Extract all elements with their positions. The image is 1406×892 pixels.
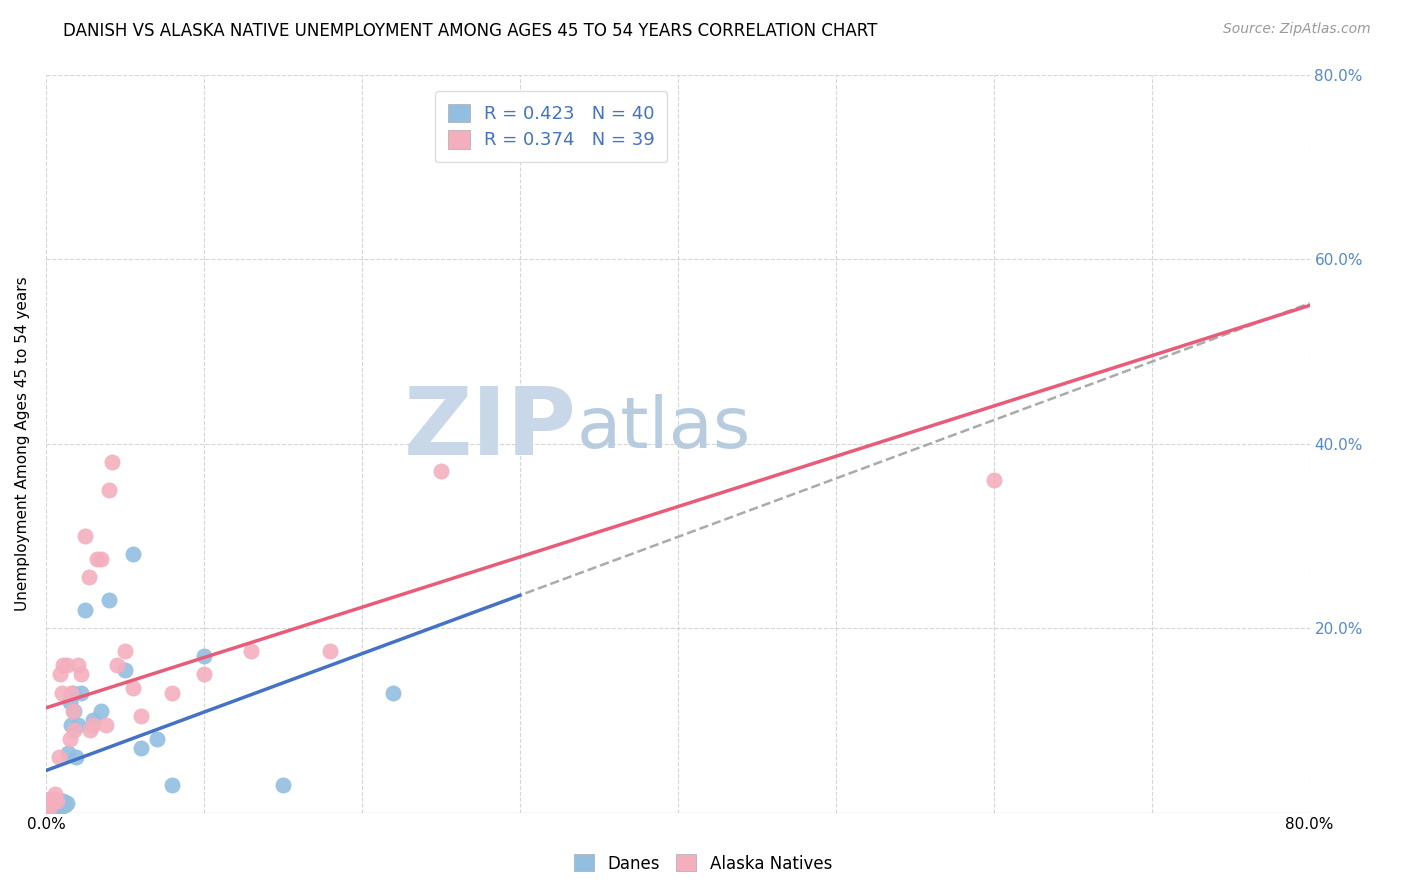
Point [62, 704, 84, 718]
Point [60, 685, 83, 699]
Point [66, 657, 89, 672]
Point [51, 797, 73, 811]
Point [49, 801, 72, 815]
Point [114, 644, 136, 658]
Point [37, 797, 59, 811]
Point [35, 801, 58, 815]
Point [129, 741, 152, 756]
Point [48, 797, 70, 811]
Legend: Danes, Alaska Natives: Danes, Alaska Natives [567, 847, 839, 880]
Point [44, 787, 66, 801]
Point [38, 801, 60, 815]
Point [82, 713, 104, 727]
Point [86, 552, 108, 566]
Point [121, 681, 143, 695]
Point [240, 644, 263, 658]
Point [101, 455, 124, 469]
Point [55, 797, 77, 811]
Point [69, 667, 91, 681]
Point [162, 778, 184, 792]
Point [62, 685, 84, 699]
Text: Source: ZipAtlas.com: Source: ZipAtlas.com [1223, 22, 1371, 37]
Point [53, 798, 76, 813]
Point [193, 667, 215, 681]
Point [63, 704, 86, 718]
Y-axis label: Unemployment Among Ages 45 to 54 years: Unemployment Among Ages 45 to 54 years [15, 277, 30, 611]
Point [38, 791, 60, 805]
Point [162, 685, 184, 699]
Point [319, 644, 342, 658]
Point [271, 778, 294, 792]
Point [52, 795, 75, 809]
Text: ZIP: ZIP [404, 383, 576, 475]
Point [63, 723, 86, 737]
Text: DANISH VS ALASKA NATIVE UNEMPLOYMENT AMONG AGES 45 TO 54 YEARS CORRELATION CHART: DANISH VS ALASKA NATIVE UNEMPLOYMENT AMO… [63, 22, 877, 40]
Point [66, 718, 89, 732]
Point [59, 731, 82, 746]
Point [79, 723, 101, 737]
Point [90, 704, 112, 718]
Point [60, 718, 83, 732]
Point [41, 793, 63, 807]
Point [121, 547, 143, 561]
Point [42, 801, 65, 815]
Point [55, 657, 77, 672]
Point [39, 797, 62, 811]
Point [35, 801, 58, 815]
Point [65, 750, 87, 764]
Point [129, 708, 152, 723]
Point [51, 685, 73, 699]
Point [90, 552, 112, 566]
Point [430, 464, 453, 478]
Point [75, 529, 97, 543]
Point [38, 801, 60, 815]
Point [56, 746, 79, 760]
Point [98, 593, 121, 607]
Point [49, 667, 72, 681]
Point [37, 803, 59, 817]
Point [44, 795, 66, 809]
Point [52, 657, 75, 672]
Point [75, 602, 97, 616]
Point [145, 731, 167, 746]
Point [82, 718, 104, 732]
Point [39, 798, 62, 813]
Point [59, 695, 82, 709]
Point [69, 685, 91, 699]
Point [41, 801, 63, 815]
Point [46, 801, 69, 815]
Point [46, 795, 69, 809]
Point [41, 797, 63, 811]
Point [42, 791, 65, 805]
Point [38, 797, 60, 811]
Point [44, 797, 66, 811]
Point [77, 570, 100, 584]
Point [42, 798, 65, 813]
Point [98, 483, 121, 497]
Point [983, 474, 1005, 488]
Legend: R = 0.423   N = 40, R = 0.374   N = 39: R = 0.423 N = 40, R = 0.374 N = 39 [436, 91, 668, 162]
Point [105, 657, 128, 672]
Point [39, 803, 62, 817]
Text: atlas: atlas [576, 394, 751, 463]
Point [94, 718, 117, 732]
Point [37, 799, 59, 814]
Point [48, 750, 70, 764]
Point [114, 663, 136, 677]
Point [382, 685, 405, 699]
Point [193, 648, 215, 663]
